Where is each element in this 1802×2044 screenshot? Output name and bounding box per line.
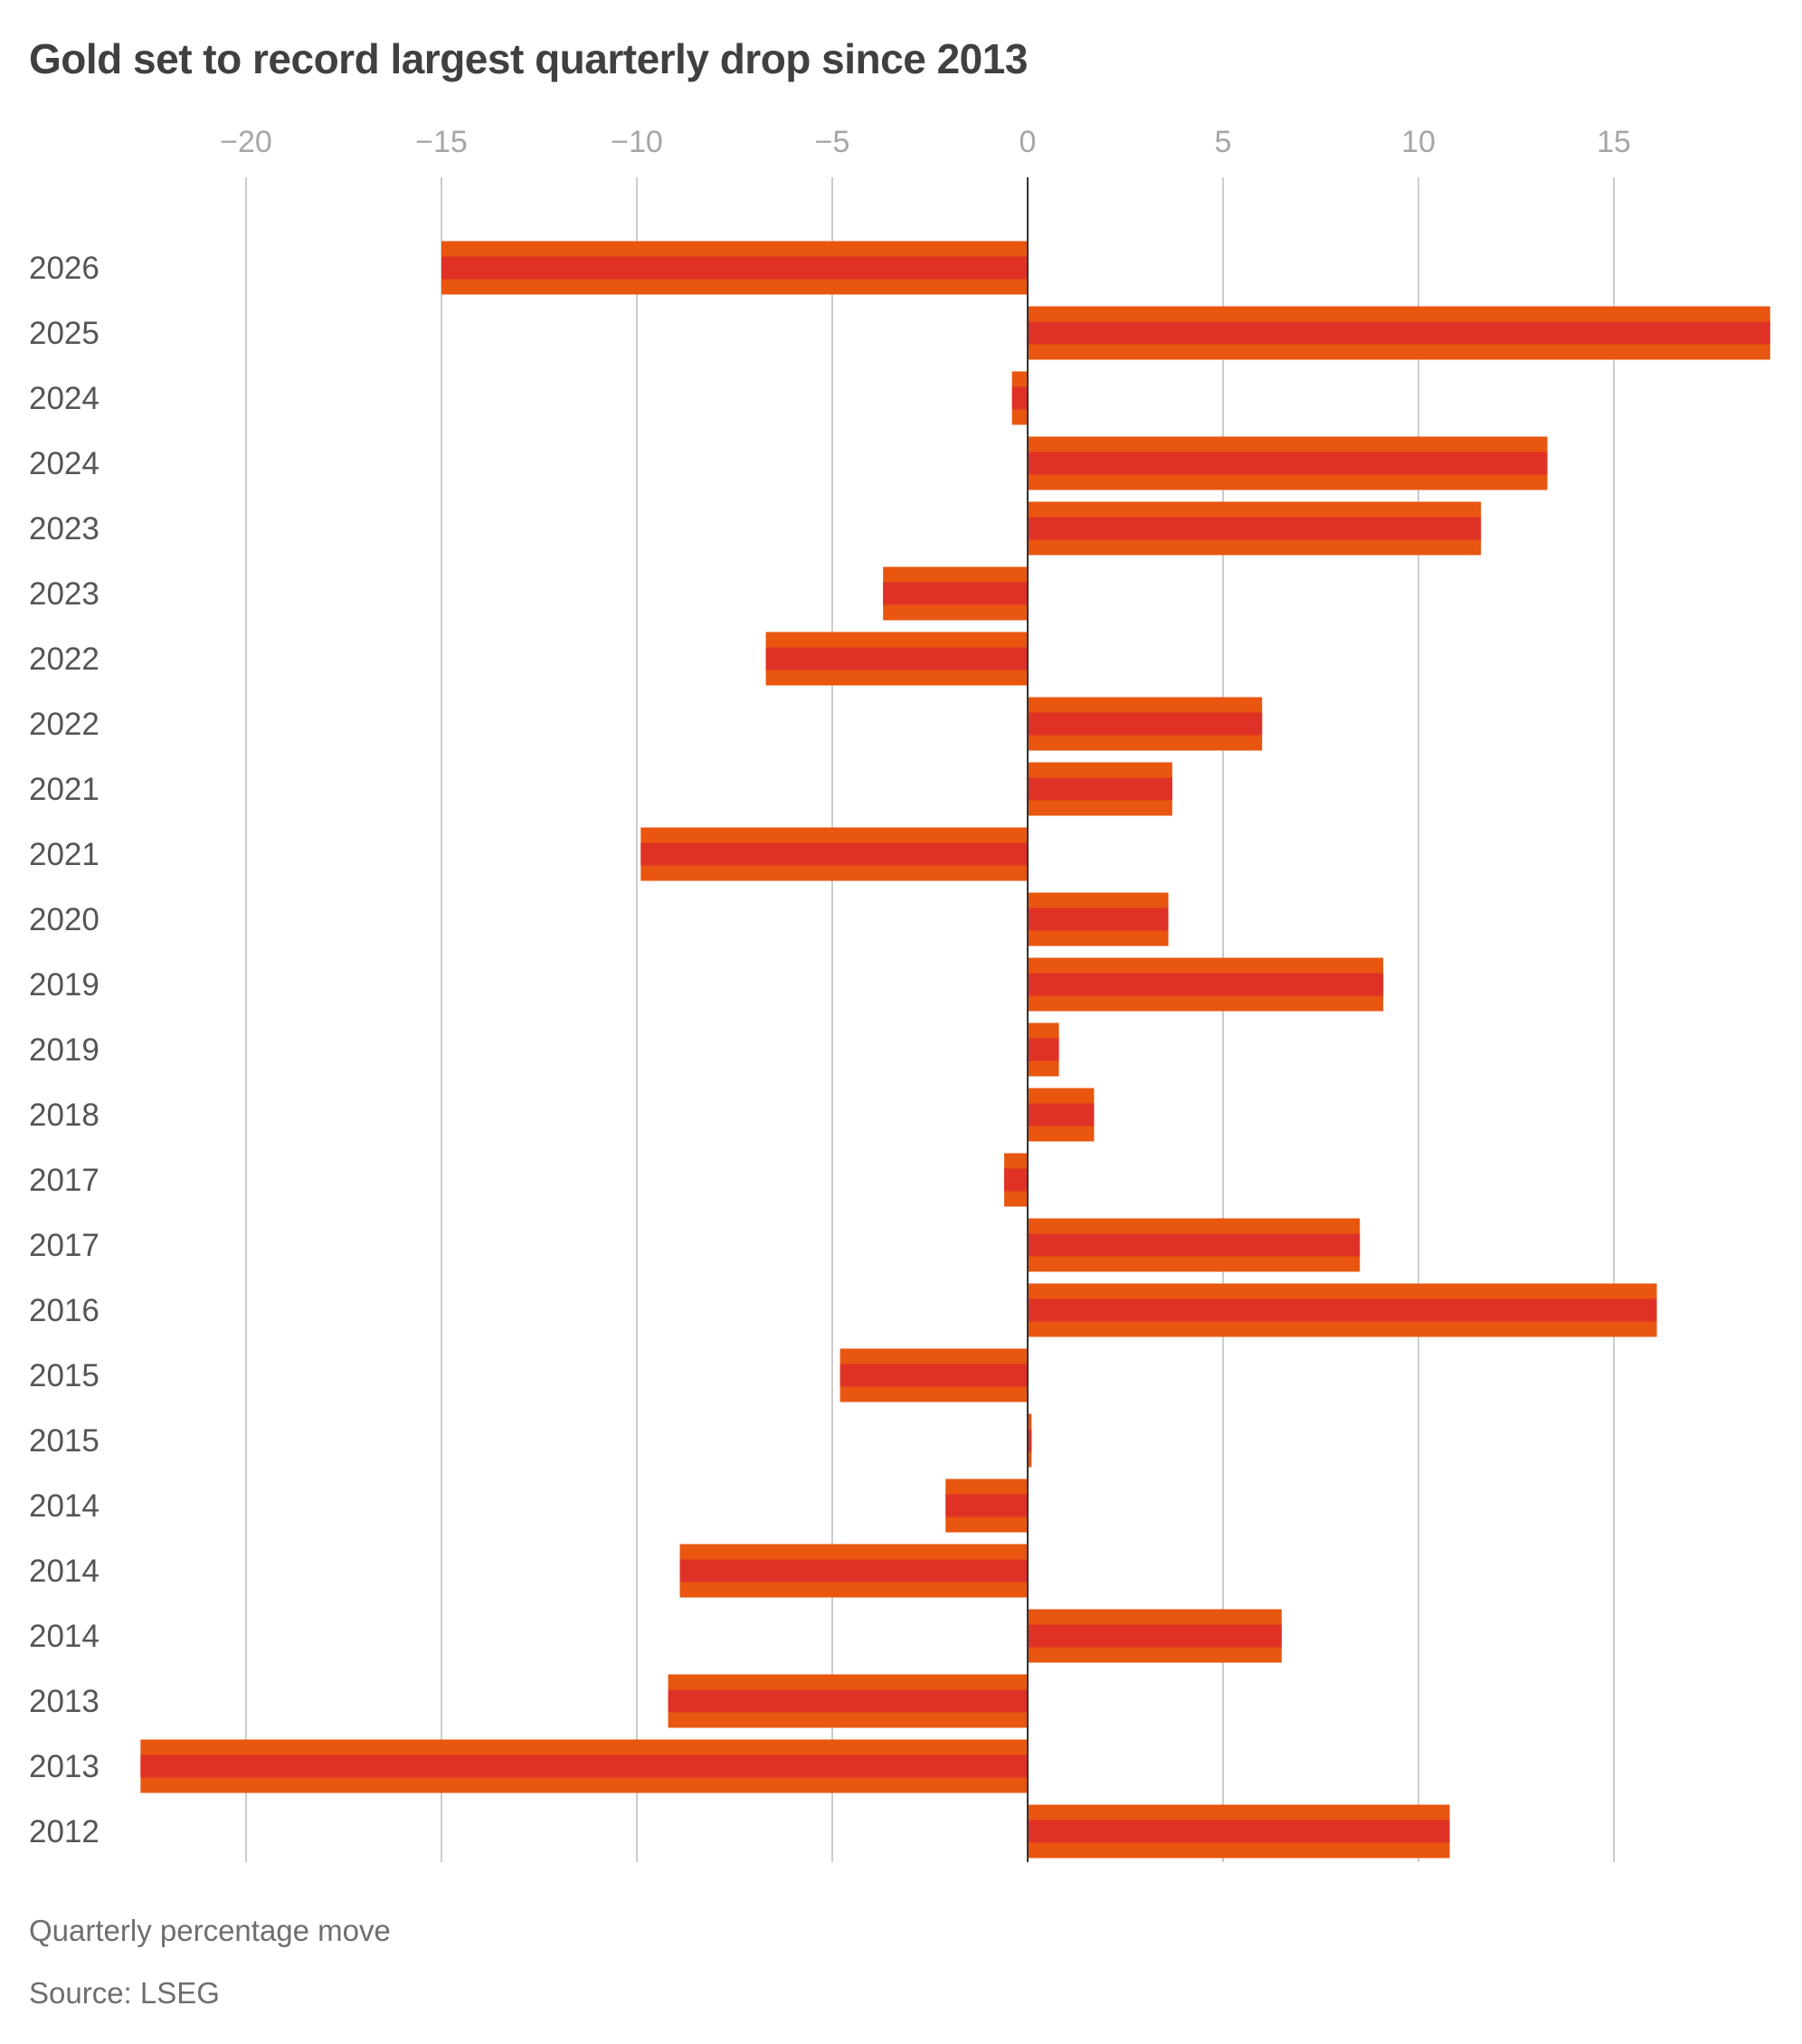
category-label: 2018 — [29, 1098, 100, 1133]
bar — [1028, 306, 1770, 360]
bar-inner — [883, 582, 1028, 605]
bar — [1011, 371, 1028, 425]
bar — [441, 241, 1028, 295]
chart-title: Gold set to record largest quarterly dro… — [29, 35, 1028, 82]
category-label: 2013 — [29, 1684, 100, 1719]
bar-inner — [1028, 517, 1482, 540]
bar — [1028, 1022, 1059, 1077]
bar-inner — [1028, 973, 1384, 996]
category-label: 2025 — [29, 316, 100, 351]
bars — [140, 241, 1770, 1859]
x-tick-label: 0 — [1020, 125, 1037, 159]
bar-inner — [679, 1559, 1028, 1583]
bar-inner — [1028, 908, 1169, 931]
category-label: 2021 — [29, 772, 100, 807]
category-label: 2014 — [29, 1619, 100, 1654]
bar-inner — [1028, 1624, 1282, 1648]
category-label: 2015 — [29, 1358, 100, 1393]
bar — [945, 1478, 1028, 1533]
bar — [1028, 1218, 1361, 1272]
x-tick-label: −20 — [220, 125, 272, 159]
category-label: 2023 — [29, 511, 100, 547]
x-tick-label: 15 — [1597, 125, 1631, 159]
bar-inner — [140, 1754, 1029, 1778]
bar-inner — [640, 842, 1028, 866]
category-label: 2023 — [29, 576, 100, 612]
category-label: 2012 — [29, 1814, 100, 1849]
x-tick-label: −15 — [415, 125, 468, 159]
y-axis-category-labels: 2026 2025 2024 2024 2023 2023 2022 2022 2021 2021… — [29, 251, 100, 1849]
bar — [765, 632, 1028, 686]
bar — [1028, 436, 1548, 490]
bar — [1028, 501, 1482, 556]
bar-inner — [1028, 1103, 1095, 1127]
category-label: 2026 — [29, 251, 100, 286]
category-label: 2022 — [29, 707, 100, 742]
category-label: 2019 — [29, 1032, 100, 1068]
x-tick-label: 10 — [1401, 125, 1436, 159]
bar-inner — [945, 1494, 1028, 1517]
category-label: 2015 — [29, 1423, 100, 1459]
chart-note: Quarterly percentage move — [29, 1914, 391, 1947]
bar — [1028, 957, 1384, 1012]
category-label: 2013 — [29, 1749, 100, 1784]
bar — [140, 1739, 1029, 1793]
bar-inner — [668, 1689, 1028, 1713]
bar — [679, 1544, 1028, 1598]
bar-inner — [1028, 712, 1263, 736]
bar-inner — [1028, 1429, 1032, 1452]
chart-source: Source: LSEG — [29, 1976, 220, 2010]
bar — [1028, 1088, 1095, 1142]
bar — [1028, 892, 1169, 946]
bar — [883, 566, 1028, 621]
x-tick-label: −5 — [815, 125, 850, 159]
bar — [1028, 1413, 1032, 1468]
category-label: 2014 — [29, 1554, 100, 1589]
category-label: 2017 — [29, 1228, 100, 1263]
bar — [640, 827, 1028, 881]
bar-inner — [1028, 321, 1770, 345]
x-tick-label: 5 — [1215, 125, 1232, 159]
bar — [1028, 1804, 1450, 1859]
bar — [1028, 762, 1172, 816]
category-label: 2017 — [29, 1163, 100, 1198]
gridlines — [245, 177, 1615, 1862]
category-label: 2014 — [29, 1488, 100, 1524]
category-label: 2024 — [29, 381, 100, 416]
bar-inner — [1028, 452, 1548, 475]
x-tick-label: −10 — [611, 125, 663, 159]
bar-inner — [765, 647, 1028, 670]
x-axis-tick-labels: −20 −15 −10 −5 0 5 10 15 — [220, 125, 1631, 159]
category-label: 2024 — [29, 446, 100, 481]
bar-chart: −20 −15 −10 −5 0 5 10 15 2026202520242024202320… — [29, 125, 1770, 1862]
bar — [668, 1674, 1028, 1728]
bar — [839, 1348, 1028, 1402]
bar — [1028, 697, 1263, 751]
bar-inner — [839, 1364, 1028, 1387]
category-label: 2021 — [29, 837, 100, 872]
bar-inner — [441, 256, 1028, 280]
bar — [1004, 1153, 1028, 1207]
category-label: 2022 — [29, 642, 100, 677]
bar-inner — [1028, 1820, 1450, 1843]
bar-inner — [1004, 1168, 1028, 1192]
bar — [1028, 1609, 1282, 1663]
bar-inner — [1028, 1038, 1059, 1061]
bar — [1028, 1283, 1657, 1337]
category-label: 2016 — [29, 1293, 100, 1328]
category-label: 2019 — [29, 967, 100, 1003]
category-label: 2020 — [29, 902, 100, 937]
bar-inner — [1011, 386, 1028, 410]
bar-inner — [1028, 777, 1172, 801]
bar-inner — [1028, 1233, 1361, 1257]
bar-inner — [1028, 1298, 1657, 1322]
